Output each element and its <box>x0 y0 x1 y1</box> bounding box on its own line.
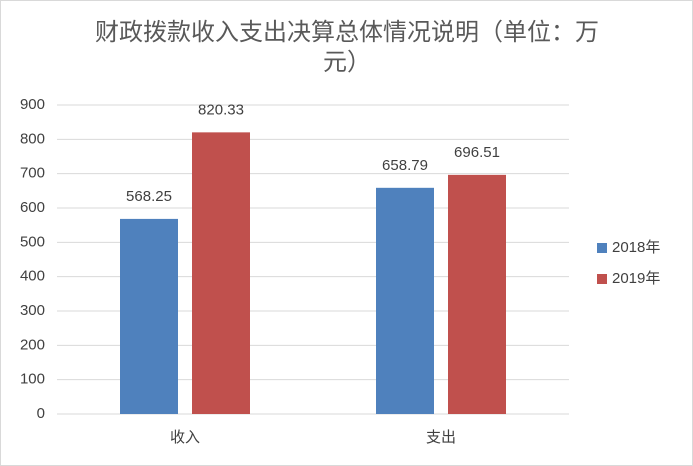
bar <box>448 174 506 414</box>
bar <box>120 218 178 414</box>
y-tick-label: 700 <box>20 165 45 182</box>
y-tick-label: 200 <box>20 336 45 353</box>
y-tick-label: 500 <box>20 233 45 250</box>
legend-label: 2018年 <box>612 239 660 256</box>
legend-swatch <box>597 243 607 253</box>
bar <box>192 132 250 414</box>
x-tick-label: 支出 <box>426 429 456 446</box>
y-tick-label: 900 <box>20 96 45 113</box>
chart-title: 财政拨款收入支出决算总体情况说明（单位：万元） <box>95 19 599 76</box>
value-label: 820.33 <box>198 101 244 118</box>
y-tick-label: 300 <box>20 302 45 319</box>
value-label: 568.25 <box>126 188 172 205</box>
y-tick-label: 800 <box>20 130 45 147</box>
value-label: 696.51 <box>454 144 500 161</box>
y-tick-label: 600 <box>20 199 45 216</box>
value-label: 658.79 <box>382 157 428 174</box>
y-tick-label: 100 <box>20 371 45 388</box>
bar <box>376 187 434 414</box>
x-tick-label: 收入 <box>170 429 200 446</box>
y-tick-label: 0 <box>37 405 45 422</box>
y-tick-label: 400 <box>20 268 45 285</box>
legend-label: 2019年 <box>612 270 660 287</box>
legend-swatch <box>597 274 607 284</box>
